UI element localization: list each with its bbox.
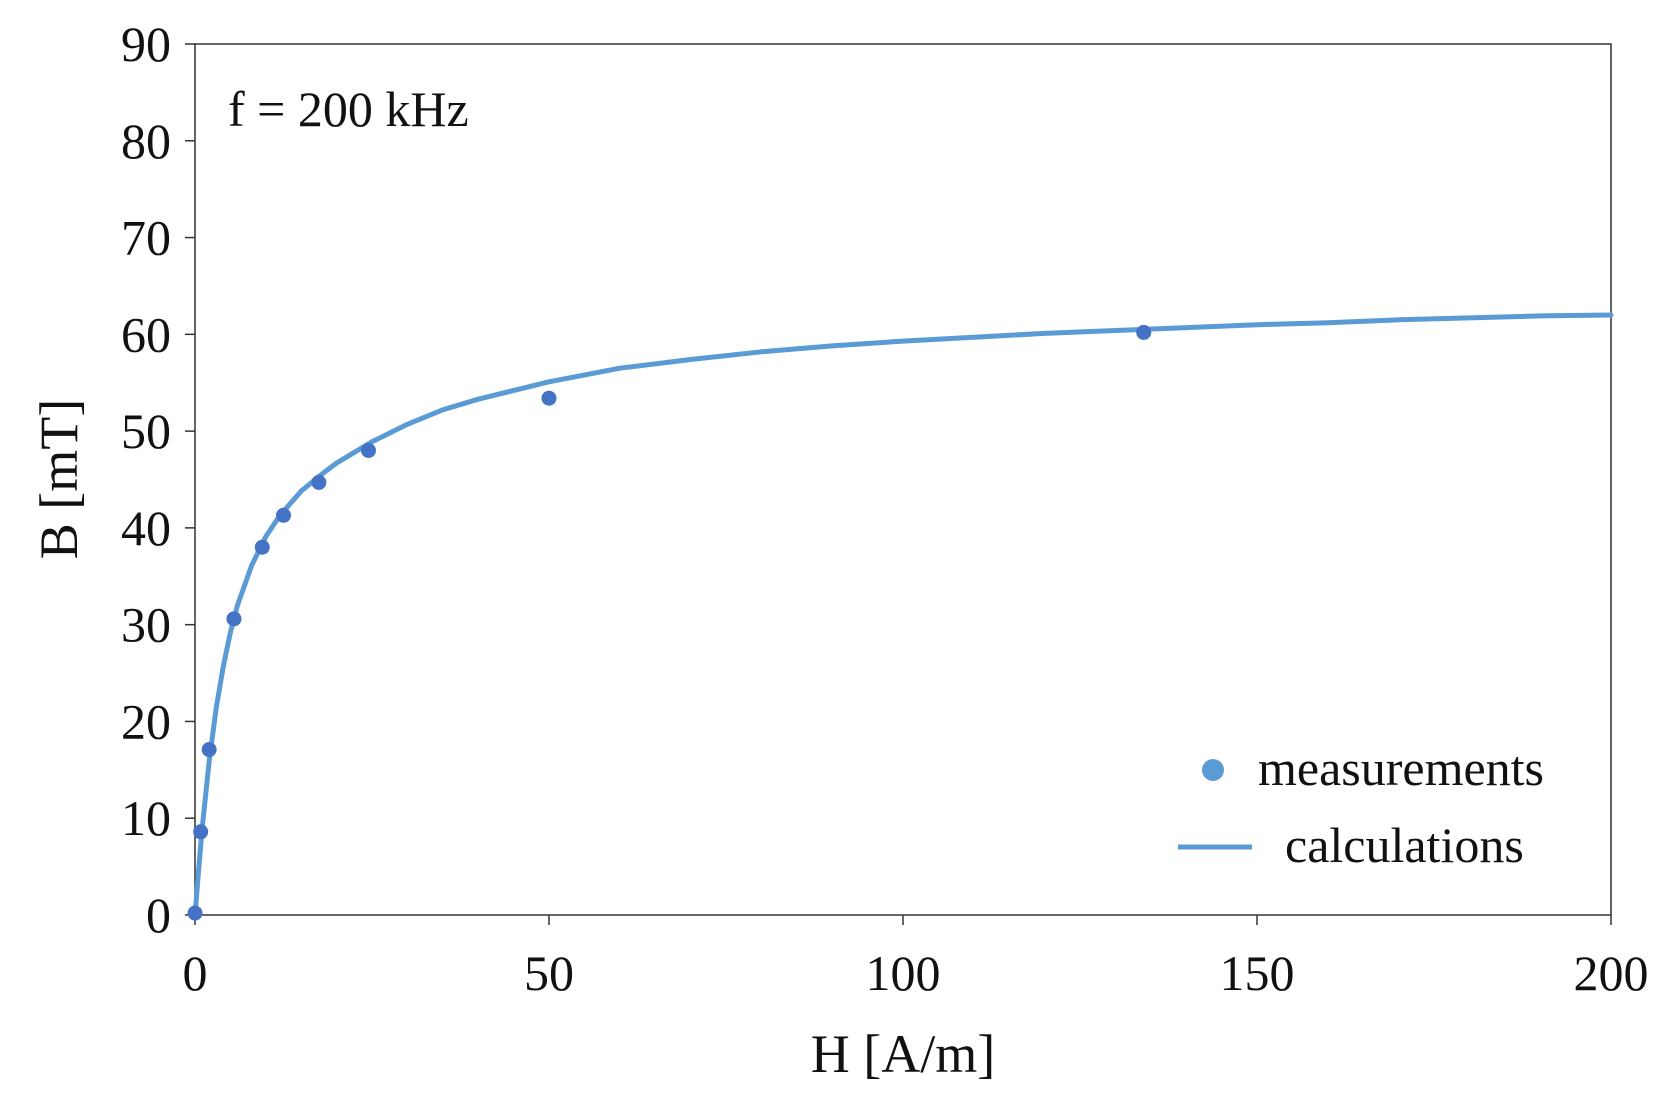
measurement-point [360, 442, 376, 458]
y-axis-title: B [mT] [29, 399, 89, 559]
x-axis: 0 50 100 150 200 [183, 915, 1649, 1001]
y-axis: 0 10 20 30 40 50 60 70 80 90 [121, 16, 195, 943]
y-tick-label: 90 [121, 16, 171, 72]
x-tick-label: 150 [1220, 945, 1295, 1001]
x-axis-title: H [A/m] [811, 1024, 995, 1084]
x-tick-label: 100 [866, 945, 941, 1001]
legend-calculations-label: calculations [1285, 817, 1524, 873]
measurement-point [193, 824, 209, 840]
measurement-points [187, 324, 1152, 921]
legend: measurements calculations [1178, 740, 1544, 873]
y-tick-label: 80 [121, 113, 171, 169]
measurement-point [1136, 324, 1152, 340]
annotation-frequency: f = 200 kHz [228, 81, 469, 137]
measurement-point [276, 507, 291, 523]
y-tick-label: 50 [121, 403, 171, 459]
measurement-point [201, 742, 217, 758]
y-tick-label: 10 [121, 790, 171, 846]
x-tick-label: 50 [524, 945, 574, 1001]
legend-measurements-marker [1202, 759, 1224, 781]
y-tick-label: 30 [121, 597, 171, 653]
measurement-point [311, 474, 327, 490]
y-tick-label: 40 [121, 500, 171, 556]
legend-measurements-label: measurements [1258, 740, 1544, 796]
measurement-point [541, 390, 557, 406]
y-tick-label: 60 [121, 306, 171, 362]
y-tick-label: 20 [121, 693, 171, 749]
x-tick-label: 200 [1574, 945, 1649, 1001]
x-tick-label: 0 [183, 945, 208, 1001]
y-tick-label: 0 [146, 887, 171, 943]
y-tick-label: 70 [121, 210, 171, 266]
measurement-point [187, 905, 203, 921]
measurement-point [226, 611, 242, 627]
measurement-point [254, 539, 270, 555]
calculations-line [192, 312, 1614, 918]
